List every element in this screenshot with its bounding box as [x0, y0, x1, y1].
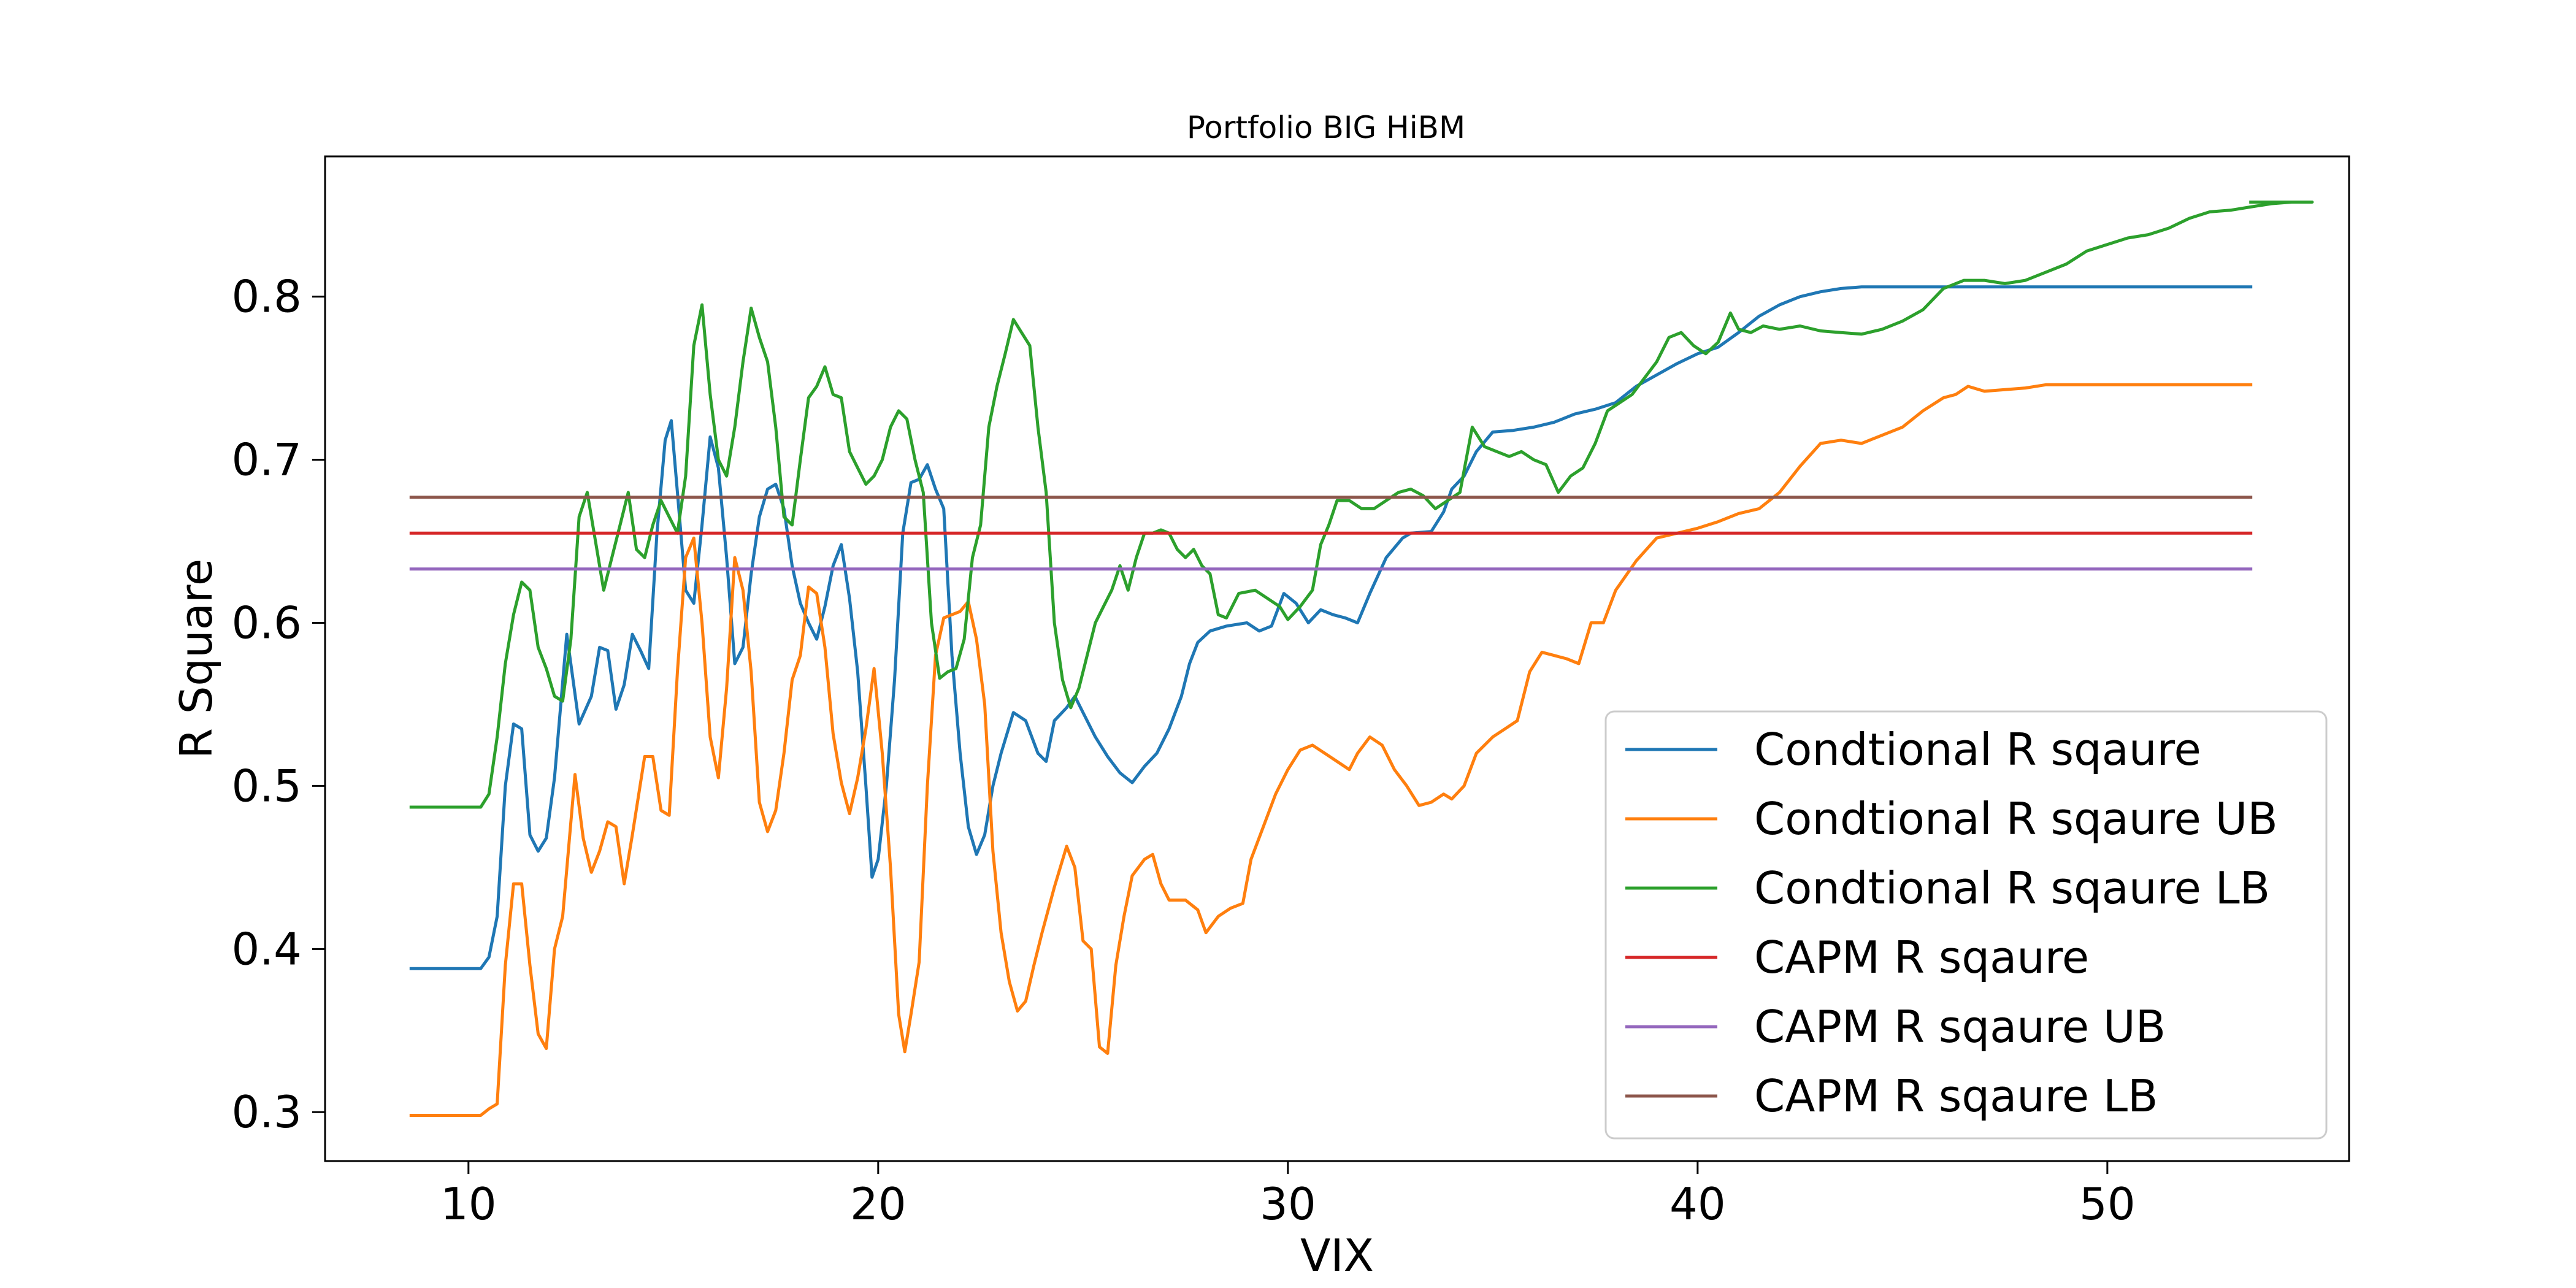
chart-title: Portfolio BIG HiBM: [1187, 110, 1465, 145]
y-tick-label: 0.6: [231, 597, 302, 649]
x-tick-label: 20: [850, 1178, 907, 1230]
legend-item: CAPM R sqaure LB: [1625, 1070, 2158, 1122]
x-axis: 10 20 30 40 50: [440, 1161, 2136, 1230]
x-axis-label: VIX: [1300, 1230, 1374, 1281]
x-tick-label: 50: [2079, 1178, 2136, 1230]
legend-item: Condtional R sqaure LB: [1625, 862, 2270, 914]
x-tick-label: 30: [1260, 1178, 1316, 1230]
legend-label: Condtional R sqaure UB: [1754, 793, 2278, 845]
plot-frame: [324, 155, 2350, 1162]
legend-box: [1604, 710, 2328, 1140]
y-tick-label: 0.5: [231, 760, 302, 811]
y-tick-label: 0.7: [231, 434, 302, 486]
legend-label: Condtional R sqaure: [1754, 724, 2201, 775]
legend-label: CAPM R sqaure: [1754, 932, 2089, 983]
legend-label: CAPM R sqaure UB: [1754, 1001, 2166, 1052]
legend-item: Condtional R sqaure: [1625, 724, 2201, 775]
x-tick-label: 40: [1669, 1178, 1726, 1230]
legend: Condtional R sqaure Condtional R sqaure U…: [1604, 710, 2328, 1140]
legend-item: CAPM R sqaure UB: [1625, 1001, 2166, 1052]
y-tick-label: 0.8: [231, 271, 302, 323]
y-axis-label: R Square: [171, 559, 222, 759]
legend-item: CAPM R sqaure: [1625, 932, 2089, 983]
legend-label: Condtional R sqaure LB: [1754, 862, 2270, 914]
series-layer: [409, 201, 2314, 1117]
legend-label: CAPM R sqaure LB: [1754, 1070, 2158, 1122]
y-tick-label: 0.4: [231, 923, 302, 975]
y-tick-label: 0.3: [231, 1086, 302, 1138]
x-tick-label: 10: [440, 1178, 497, 1230]
series-line-2: [409, 383, 2253, 1117]
y-axis: 0.3 0.4 0.5 0.6 0.7 0.8: [231, 271, 325, 1138]
legend-item: Condtional R sqaure UB: [1625, 793, 2278, 845]
